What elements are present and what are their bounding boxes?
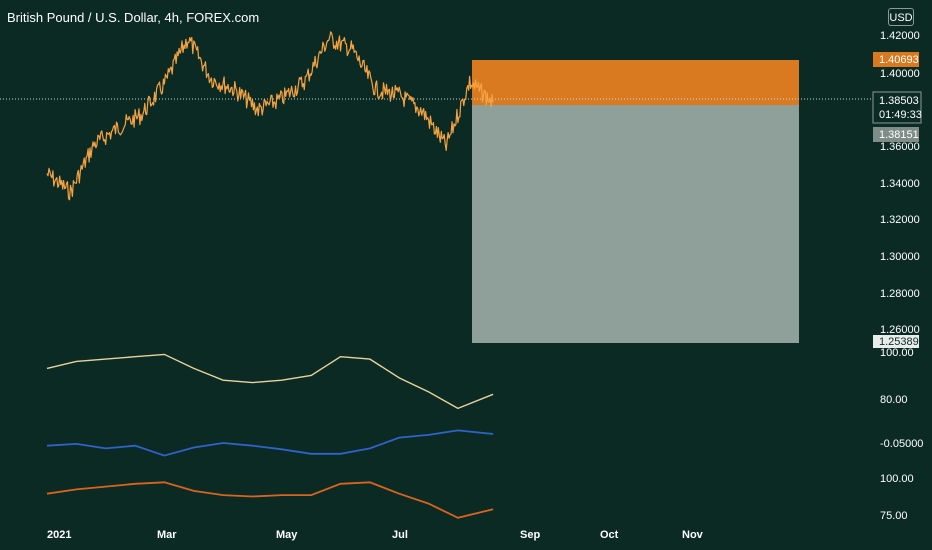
entry-price-badge — [873, 127, 919, 142]
target-price-label: 1.40693 — [879, 54, 919, 66]
stop-price-label: 1.25389 — [879, 336, 919, 348]
target-zone[interactable] — [472, 60, 799, 105]
y-tick: 1.34000 — [880, 178, 920, 190]
oscillator-line-orange — [46, 481, 494, 519]
y-tick: 1.26000 — [880, 324, 920, 336]
entry-price-label: 1.38151 — [879, 129, 919, 141]
oscillator-line-cream — [46, 353, 494, 410]
price-line — [46, 31, 494, 201]
osc1-axis-label: 80.00 — [880, 394, 908, 406]
oscillator-line-blue — [46, 429, 494, 457]
x-tick: Jul — [392, 529, 408, 541]
osc3-axis-label: 75.00 — [880, 510, 908, 522]
osc1-axis-label: 100.00 — [880, 347, 914, 359]
x-tick: Sep — [520, 529, 540, 541]
current-price-badge — [872, 91, 922, 124]
y-tick: 1.40000 — [880, 68, 920, 80]
x-tick: Oct — [600, 529, 619, 541]
y-tick: 1.28000 — [880, 288, 920, 300]
stop-price-badge — [873, 335, 919, 348]
osc2-axis-label: -0.05000 — [880, 438, 923, 450]
x-tick: Nov — [682, 529, 704, 541]
stop-zone[interactable] — [472, 105, 799, 343]
y-tick: 1.32000 — [880, 214, 920, 226]
target-price-badge — [873, 52, 919, 67]
y-tick: 1.36000 — [880, 141, 920, 153]
countdown-label: 01:49:33 — [879, 109, 922, 121]
x-tick: May — [276, 529, 298, 541]
x-tick: Mar — [157, 529, 177, 541]
y-tick: 1.42000 — [880, 30, 920, 42]
current-price-label: 1.38503 — [879, 95, 919, 107]
x-tick: 2021 — [47, 529, 71, 541]
currency-button[interactable]: USD — [888, 8, 914, 26]
y-tick: 1.30000 — [880, 251, 920, 263]
osc3-axis-label: 100.00 — [880, 473, 914, 485]
chart-title: British Pound / U.S. Dollar, 4h, FOREX.c… — [7, 10, 260, 25]
